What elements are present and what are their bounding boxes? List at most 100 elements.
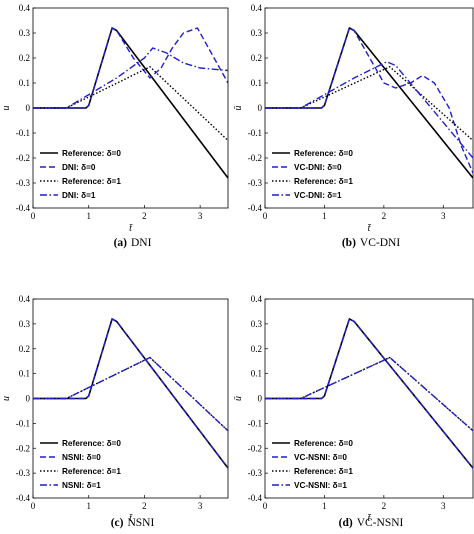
legend-entry: DNI: δ=1 [62, 191, 96, 200]
x-tick-label: 1 [322, 211, 327, 221]
legend-entry: Reference: δ=0 [62, 149, 121, 158]
y-tick-label: -0.3 [16, 178, 31, 188]
x-tick-label: 0 [263, 501, 268, 511]
caption-tag: (c) [111, 517, 124, 529]
legend-entry: Reference: δ=1 [294, 467, 353, 476]
x-tick-label: 0 [31, 501, 36, 511]
y-tick-label: -0.1 [16, 418, 30, 428]
x-tick-label: 1 [86, 211, 91, 221]
y-tick-label: 0.3 [251, 28, 263, 38]
legend-entry: Reference: δ=0 [294, 149, 353, 158]
y-tick-label: -0.1 [16, 128, 30, 138]
y-tick-label: -0.1 [248, 128, 262, 138]
y-tick-label: 0.3 [251, 319, 263, 329]
legend: Reference: δ=0 DNI: δ=0 Reference: δ=1 DNI:… [37, 144, 135, 204]
y-tick-label: 0.4 [19, 3, 31, 13]
legend-entry: NSNI: δ=0 [62, 453, 101, 462]
panel-caption: (b) VC-DNI [342, 237, 400, 249]
series-line-2 [265, 356, 474, 432]
y-tick-label: 0.1 [19, 78, 30, 88]
legend-entry: VC-DNI: δ=0 [294, 163, 342, 172]
y-tick-label: 0.3 [19, 28, 31, 38]
x-axis-label: t̄ [129, 513, 133, 524]
y-tick-label: -0.4 [248, 493, 263, 503]
y-tick-label: 0.1 [251, 369, 262, 379]
x-axis-label: t̄ [368, 223, 372, 234]
y-tick-label: -0.1 [248, 418, 262, 428]
caption-text: DNI [131, 237, 152, 249]
y-tick-label: -0.2 [16, 153, 30, 163]
legend-entry: VC-DNI: δ=1 [294, 191, 342, 200]
chart-panel-1: -0.4 -0.3 -0.2 -0.1 0 0.1 0.2 0.3 0.4 0 1 2 3 t̄ ū Refe… [233, 3, 474, 249]
x-axis-label: t̄ [368, 513, 372, 524]
legend-entry: Reference: δ=1 [62, 177, 121, 186]
x-tick-label: 2 [142, 211, 147, 221]
y-tick-label: 0 [258, 103, 263, 113]
legend: Reference: δ=0 VC-NSNI: δ=0 Reference: δ=1… [269, 434, 367, 494]
caption-tag: (a) [114, 237, 128, 249]
caption-text: VC-DNI [360, 237, 400, 249]
y-tick-label: 0 [26, 394, 31, 404]
x-tick-label: 2 [382, 501, 387, 511]
x-tick-label: 1 [86, 501, 91, 511]
series-line-0 [33, 27, 229, 179]
y-tick-label: -0.4 [16, 493, 31, 503]
y-tick-label: 0.2 [19, 53, 30, 63]
series-line-1 [265, 27, 474, 174]
legend: Reference: δ=0 VC-DNI: δ=0 Reference: δ=1 V… [269, 144, 367, 204]
x-tick-label: 2 [382, 211, 387, 221]
y-tick-label: 0.3 [19, 319, 31, 329]
x-axis-label: t̄ [129, 223, 133, 234]
y-tick-label: -0.3 [248, 178, 263, 188]
panel-caption: (c) NSNI [111, 517, 155, 529]
y-axis-label: ū [233, 396, 244, 401]
y-tick-label: 0 [26, 103, 31, 113]
x-tick-label: 0 [263, 211, 268, 221]
chart-panel-0: -0.4 -0.3 -0.2 -0.1 0 0.1 0.2 0.3 0.4 0 1 2 3 t̄ u Refe… [1, 3, 229, 249]
legend-entry: NSNI: δ=1 [62, 481, 101, 490]
caption-text: VC-NSNI [357, 517, 404, 529]
legend-entry: VC-NSNI: δ=1 [294, 481, 347, 490]
x-tick-label: 0 [31, 211, 36, 221]
y-tick-label: 0 [258, 394, 263, 404]
x-tick-label: 2 [142, 501, 147, 511]
legend-entry: Reference: δ=0 [62, 439, 121, 448]
legend-entry: VC-NSNI: δ=0 [294, 453, 347, 462]
series-line-3 [33, 47, 229, 109]
legend-entry: DNI: δ=0 [62, 163, 96, 172]
series-line-3 [265, 356, 474, 432]
panel-caption: (d) VC-NSNI [339, 517, 404, 529]
y-tick-label: 0.4 [251, 294, 263, 304]
y-tick-label: -0.2 [248, 443, 262, 453]
legend-entry: Reference: δ=0 [294, 439, 353, 448]
legend-box [269, 434, 367, 494]
legend-box [37, 144, 135, 204]
y-tick-label: -0.2 [248, 153, 262, 163]
legend: Reference: δ=0 NSNI: δ=0 Reference: δ=1 NSN… [37, 434, 135, 494]
y-tick-label: 0.2 [251, 53, 262, 63]
series-line-2 [33, 66, 229, 142]
caption-tag: (d) [339, 517, 353, 529]
y-tick-label: 0.1 [19, 369, 30, 379]
x-tick-label: 1 [322, 501, 327, 511]
series-line-2 [33, 356, 229, 432]
legend-box [269, 144, 367, 204]
y-tick-label: 0.1 [251, 78, 262, 88]
caption-text: NSNI [127, 517, 154, 529]
x-tick-label: 3 [198, 501, 203, 511]
series-line-2 [265, 66, 474, 142]
legend-entry: Reference: δ=1 [62, 467, 121, 476]
series-line-3 [33, 356, 229, 432]
legend-box [37, 434, 135, 494]
y-tick-label: 0.2 [251, 344, 262, 354]
y-tick-label: -0.4 [16, 203, 31, 213]
legend-entry: Reference: δ=1 [294, 177, 353, 186]
y-axis-label: ū [233, 106, 244, 111]
y-tick-label: 0.4 [251, 3, 263, 13]
y-axis-label: u [1, 106, 12, 111]
series-line-1 [33, 318, 229, 469]
series-line-1 [265, 318, 474, 469]
y-tick-label: -0.4 [248, 203, 263, 213]
chart-panel-3: -0.4 -0.3 -0.2 -0.1 0 0.1 0.2 0.3 0.4 0 1 2 3 t̄ ū Refe… [233, 294, 474, 529]
y-tick-label: -0.2 [16, 443, 30, 453]
